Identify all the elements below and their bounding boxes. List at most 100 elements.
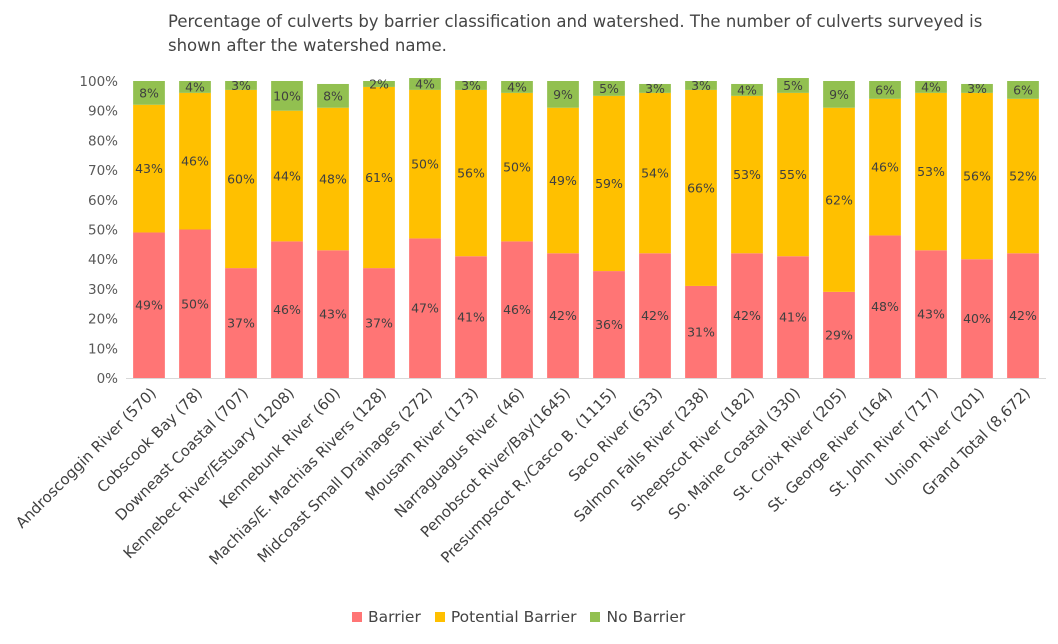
bar-segment xyxy=(777,92,809,257)
data-label: 4% xyxy=(507,79,527,94)
y-tick-label: 30% xyxy=(88,282,118,298)
bar-segment xyxy=(869,235,901,378)
y-tick-label: 100% xyxy=(79,74,118,90)
data-label: 37% xyxy=(365,316,393,331)
bar-segment xyxy=(639,83,671,93)
legend-item-barrier: Barrier xyxy=(352,608,421,626)
bar-segment xyxy=(363,81,395,87)
legend: Barrier Potential Barrier No Barrier xyxy=(352,606,699,628)
bar-segment xyxy=(409,78,441,90)
data-label: 60% xyxy=(227,172,255,187)
data-label: 44% xyxy=(273,169,301,184)
data-label: 43% xyxy=(135,161,163,176)
bar-segment xyxy=(593,95,625,272)
bar-segment xyxy=(225,81,257,90)
bar-segment xyxy=(271,110,303,242)
data-label: 55% xyxy=(779,167,807,182)
bar-segment xyxy=(501,92,533,242)
data-label: 50% xyxy=(411,157,439,172)
y-tick-label: 90% xyxy=(88,104,118,120)
bar-segment xyxy=(547,81,579,108)
legend-label-barrier: Barrier xyxy=(368,608,421,626)
data-label: 52% xyxy=(1009,169,1037,184)
bar-segment xyxy=(409,238,441,378)
data-label: 61% xyxy=(365,170,393,185)
bar-segment xyxy=(915,250,947,378)
bar-segment xyxy=(915,92,947,251)
bar-segment xyxy=(731,83,763,96)
data-label: 59% xyxy=(595,176,623,191)
bar-segment xyxy=(133,104,165,233)
data-label: 56% xyxy=(963,169,991,184)
bar-segment xyxy=(685,89,717,286)
data-label: 4% xyxy=(921,79,941,94)
data-label: 42% xyxy=(549,308,577,323)
data-label: 42% xyxy=(1009,308,1037,323)
bar-segment xyxy=(409,89,441,239)
bar-segment xyxy=(501,241,533,378)
data-label: 8% xyxy=(323,88,343,103)
bar-segment xyxy=(133,81,165,105)
bar-segment xyxy=(225,89,257,269)
bar-segment xyxy=(1007,98,1039,254)
data-label: 3% xyxy=(461,78,481,93)
bar-segment xyxy=(455,256,487,378)
legend-swatch-no-barrier xyxy=(590,612,601,622)
bar-segment xyxy=(869,98,901,236)
legend-swatch-potential-barrier xyxy=(434,612,445,622)
bar-segment xyxy=(1007,253,1039,378)
bar-segment xyxy=(685,81,717,90)
data-label: 3% xyxy=(691,78,711,93)
legend-swatch-barrier xyxy=(352,612,362,622)
data-label: 36% xyxy=(595,317,623,332)
data-label: 37% xyxy=(227,316,255,331)
data-label: 50% xyxy=(181,296,209,311)
bar-segment xyxy=(225,268,257,378)
data-label: 42% xyxy=(733,308,761,323)
bar-segment xyxy=(823,107,855,292)
data-label: 56% xyxy=(457,166,485,181)
bar-segment xyxy=(179,81,211,93)
data-label: 6% xyxy=(1013,82,1033,97)
bar-segment xyxy=(869,81,901,99)
bar-segment xyxy=(317,250,349,378)
y-tick-label: 50% xyxy=(88,223,118,239)
y-tick-label: 60% xyxy=(88,193,118,209)
data-label: 3% xyxy=(231,78,251,93)
bar-segment xyxy=(961,83,993,93)
bar-segment xyxy=(455,89,487,257)
bar-segment xyxy=(961,259,993,378)
data-label: 43% xyxy=(319,307,347,322)
y-tick-label: 10% xyxy=(88,341,118,357)
data-label: 8% xyxy=(139,85,159,100)
bar-segment xyxy=(731,95,763,254)
data-label: 4% xyxy=(415,76,435,91)
legend-label-potential-barrier: Potential Barrier xyxy=(450,608,577,626)
y-tick-label: 70% xyxy=(88,163,118,179)
data-label: 53% xyxy=(917,164,945,179)
data-label: 50% xyxy=(503,160,531,175)
data-label: 40% xyxy=(963,311,991,326)
bar-segment xyxy=(547,253,579,378)
data-label: 49% xyxy=(135,298,163,313)
data-label: 3% xyxy=(967,81,987,96)
data-label: 3% xyxy=(645,81,665,96)
bar-segment xyxy=(317,83,349,108)
data-label: 4% xyxy=(185,79,205,94)
bar-segment xyxy=(731,253,763,378)
bar-segment xyxy=(639,92,671,254)
y-tick-label: 0% xyxy=(97,371,119,387)
y-tick-label: 20% xyxy=(88,312,118,328)
data-label: 43% xyxy=(917,307,945,322)
legend-item-no-barrier: No Barrier xyxy=(590,608,685,626)
bar-segment xyxy=(133,232,165,378)
bar-segment xyxy=(593,81,625,96)
bar-segment xyxy=(317,107,349,251)
bar-segment xyxy=(179,92,211,230)
data-label: 41% xyxy=(457,310,485,325)
data-label: 5% xyxy=(599,81,619,96)
data-label: 54% xyxy=(641,166,669,181)
data-label: 29% xyxy=(825,327,853,342)
